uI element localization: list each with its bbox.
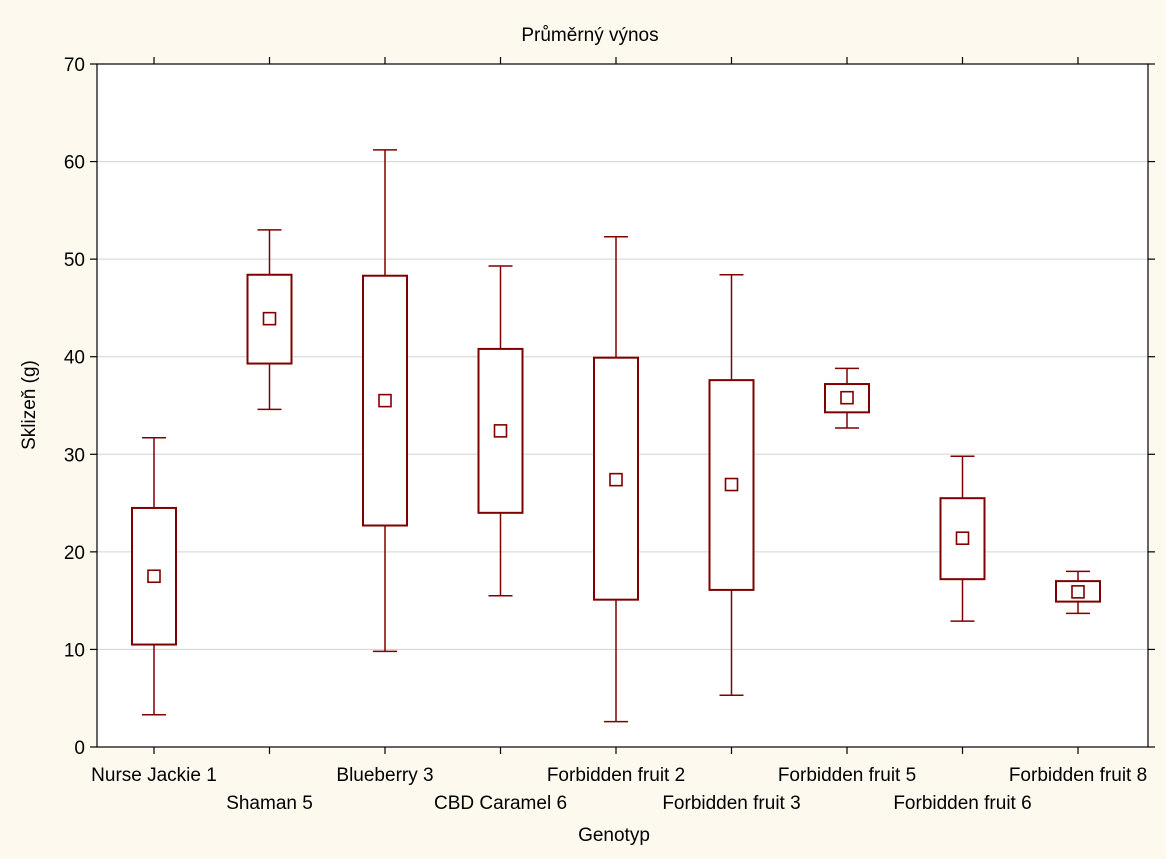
x-axis-title: Genotyp	[578, 825, 650, 846]
box-group	[477, 265, 524, 597]
x-category-label: Forbidden fruit 6	[893, 793, 1031, 814]
box-rect	[824, 383, 870, 414]
y-tick-label: 20	[64, 543, 85, 564]
y-tick-label: 60	[64, 153, 85, 174]
box-rect	[708, 379, 755, 591]
x-category-label: Blueberry 3	[336, 765, 433, 786]
mean-marker	[1071, 585, 1085, 599]
plot-frame	[96, 63, 1149, 748]
y-tick-label: 0	[74, 738, 85, 759]
x-category-label: Forbidden fruit 8	[1009, 765, 1147, 786]
y-tick-label: 10	[64, 640, 85, 661]
y-axis-title: Sklizeň (g)	[19, 360, 40, 450]
x-category-label: Forbidden fruit 2	[547, 765, 685, 786]
box-group	[824, 367, 870, 429]
mean-marker	[609, 472, 623, 487]
mean-marker	[955, 531, 970, 545]
box-group	[708, 274, 755, 697]
box-series	[131, 149, 1101, 723]
box-group	[593, 235, 639, 723]
box-group	[246, 229, 293, 411]
mean-marker	[147, 569, 161, 584]
chart-title: Průměrný výnos	[521, 25, 658, 46]
mean-marker	[378, 393, 392, 408]
mean-marker	[724, 477, 739, 492]
y-tick-label: 40	[64, 348, 85, 369]
y-tick-label: 30	[64, 445, 85, 466]
x-category-label: CBD Caramel 6	[434, 793, 567, 814]
x-category-label: Forbidden fruit 3	[662, 793, 800, 814]
axes: 0 10 20 30 40 50 60 70 Nurse Jackie 1 Shaman 5 Blu…	[64, 55, 1155, 814]
y-tick-label: 50	[64, 250, 85, 271]
x-category-label: Shaman 5	[226, 793, 313, 814]
mean-marker	[493, 424, 508, 438]
mean-marker	[840, 390, 854, 405]
y-tick-label: 70	[64, 55, 85, 76]
box-group	[362, 149, 408, 653]
box-group	[131, 436, 177, 716]
x-category-label: Forbidden fruit 5	[778, 765, 916, 786]
mean-marker	[262, 311, 277, 326]
box-group	[939, 455, 986, 622]
x-category-label: Nurse Jackie 1	[91, 765, 217, 786]
box-group	[1055, 570, 1101, 615]
